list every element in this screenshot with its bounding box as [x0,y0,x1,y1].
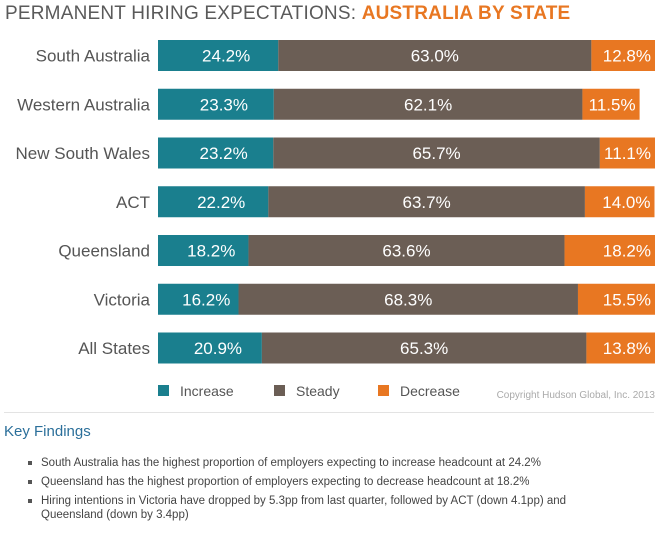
data-label: 65.3% [400,339,448,358]
bar-segment-steady [273,88,583,120]
bar-segment-decrease [599,137,655,169]
key-findings-title: Key Findings [4,423,91,440]
bar-segment-decrease [584,186,655,218]
category-label: All States [78,339,150,358]
data-label: 15.5% [603,290,651,309]
data-label: 20.9% [194,339,242,358]
legend-label: Steady [296,383,340,399]
data-label: 18.2% [603,242,651,261]
legend-swatch-increase [158,385,169,396]
data-label: 65.7% [412,144,460,163]
data-label: 13.8% [603,339,651,358]
chart-title-highlight: AUSTRALIA BY STATE [361,3,571,24]
category-label: Queensland [58,242,150,261]
data-label: 68.3% [384,290,432,309]
chart-title: PERMANENT HIRING EXPECTATIONS: AUSTRALIA… [5,3,570,25]
bar-segment-decrease [564,235,655,266]
key-finding-item: Hiring intentions in Victoria have dropp… [28,494,618,522]
bar-segment-steady [273,137,600,169]
data-label: 63.7% [403,193,451,212]
data-label: 23.3% [200,95,248,114]
category-label: Victoria [94,290,151,309]
bar-segment-decrease [577,283,655,315]
bar-segment-increase [158,332,262,364]
data-label: 24.2% [202,47,250,66]
bar-segment-increase [158,283,239,315]
data-label: 63.0% [411,47,459,66]
bar-segment-steady [278,40,592,71]
bar-segment-decrease [591,40,655,71]
data-label: 22.2% [197,193,245,212]
legend-swatch-steady [274,385,285,396]
data-label: 12.8% [603,47,651,66]
bar-segment-steady [261,332,587,364]
category-label: New South Wales [16,144,150,163]
bar-segment-increase [158,88,274,120]
data-label: 62.1% [404,95,452,114]
data-label: 23.2% [200,144,248,163]
bar-segment-increase [158,186,269,218]
legend-label: Decrease [400,383,460,399]
bar-segment-increase [158,40,279,71]
data-label: 63.6% [382,242,430,261]
bar-segment-increase [158,137,274,169]
category-label: ACT [116,193,150,212]
legend-swatch-decrease [378,385,389,396]
section-divider [4,412,654,413]
copyright-notice: Copyright Hudson Global, Inc. 2013 [497,390,656,401]
category-label: South Australia [36,47,151,66]
data-label: 16.2% [182,290,230,309]
data-label: 11.5% [589,95,636,114]
legend-label: Increase [180,383,234,399]
stacked-bar-chart: South Australia 24.2% 63.0% 12.8% Western Au… [16,40,656,401]
data-label: 18.2% [187,242,235,261]
bar-segment-increase [158,235,249,266]
key-findings-list: South Australia has the highest proporti… [28,456,618,527]
bar-segment-decrease [582,88,640,120]
bar-segment-decrease [586,332,655,364]
key-finding-item: Queensland has the highest proportion of… [28,475,618,489]
bar-segment-steady [248,235,565,266]
data-label: 11.1% [604,144,651,163]
bar-segment-steady [238,283,578,315]
chart-title-prefix: PERMANENT HIRING EXPECTATIONS: [5,3,362,24]
bar-segment-steady [268,186,585,218]
category-label: Western Australia [17,95,150,114]
data-label: 14.0% [602,193,650,212]
key-finding-item: South Australia has the highest proporti… [28,456,618,470]
